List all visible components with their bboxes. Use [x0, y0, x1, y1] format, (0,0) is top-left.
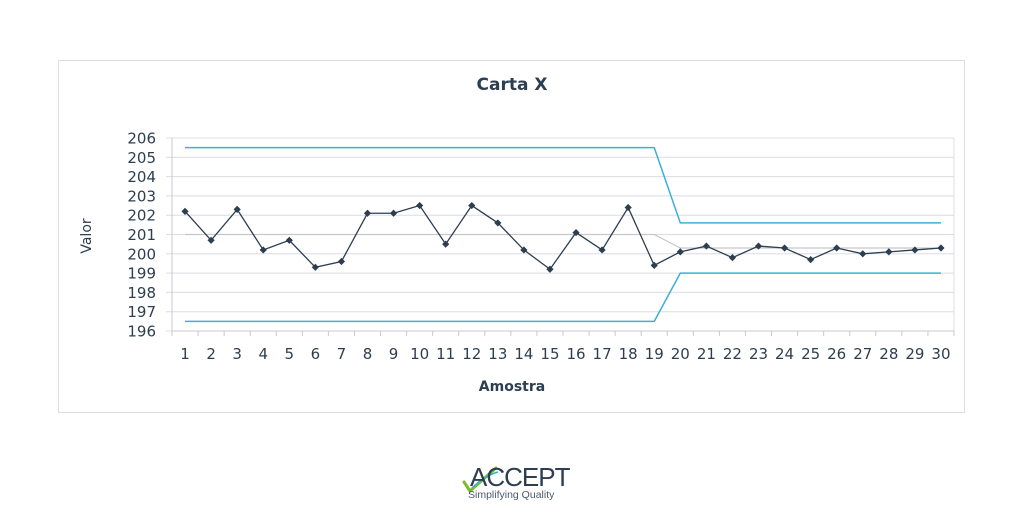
- data-point-marker: [416, 201, 424, 210]
- data-point-marker: [259, 246, 267, 254]
- x-tick-label: 14: [514, 345, 533, 363]
- y-tick-label: 202: [127, 207, 156, 225]
- data-point-marker: [468, 201, 476, 210]
- accept-logo: ACCEPT Simplifying Quality: [462, 462, 570, 502]
- series-lic: [185, 272, 941, 323]
- data-point-marker: [728, 254, 737, 262]
- data-point-marker: [311, 263, 319, 271]
- y-tick-label: 196: [127, 323, 156, 341]
- data-point-marker: [233, 205, 241, 214]
- x-tick-label: 9: [389, 345, 399, 363]
- x-tick-label: 23: [749, 345, 768, 363]
- data-point-marker: [598, 246, 606, 254]
- series-valor: [184, 204, 942, 271]
- x-tick-label: 30: [931, 345, 950, 363]
- x-tick-label: 5: [285, 345, 295, 363]
- data-point-marker: [676, 248, 684, 256]
- x-tick-label: 19: [645, 345, 664, 363]
- x-tick-label: 18: [619, 345, 638, 363]
- x-tick-label: 15: [540, 345, 559, 363]
- data-point-marker: [285, 236, 293, 244]
- y-tick-label: 206: [127, 130, 156, 148]
- data-point-marker: [181, 207, 189, 215]
- y-tick-label: 201: [127, 226, 156, 244]
- x-tick-label: 4: [258, 345, 268, 363]
- x-tick-label: 8: [363, 345, 373, 363]
- x-tick-label: 24: [775, 345, 794, 363]
- x-tick-label: 11: [436, 345, 455, 363]
- data-point-marker: [442, 240, 450, 248]
- x-tick-label: 26: [827, 345, 846, 363]
- y-tick-label: 204: [127, 168, 156, 186]
- x-axis-title: Amostra: [478, 379, 546, 395]
- data-point-marker: [833, 244, 841, 252]
- x-tick-label: 3: [232, 345, 242, 363]
- x-tick-label: 2: [206, 345, 216, 363]
- x-tick-label: 22: [723, 345, 742, 363]
- x-tick-label: 17: [593, 345, 612, 363]
- data-point-marker: [807, 255, 815, 264]
- data-point-marker: [780, 244, 789, 252]
- y-tick-label: 199: [127, 265, 156, 283]
- x-tick-label: 25: [801, 345, 820, 363]
- x-tick-label: 7: [337, 345, 347, 363]
- x-tick-label: 13: [488, 345, 507, 363]
- data-point-marker: [572, 228, 580, 237]
- data-point-marker: [207, 236, 215, 244]
- x-tick-label: 28: [879, 345, 898, 363]
- chart-title: Carta X: [476, 75, 548, 95]
- data-point-marker: [702, 242, 710, 250]
- data-point-marker: [520, 246, 528, 254]
- checkmark-swoosh-icon: [462, 466, 499, 494]
- data-point-marker: [546, 265, 554, 273]
- data-point-marker: [885, 248, 893, 256]
- x-tick-label: 16: [566, 345, 585, 363]
- x-tick-label: 12: [462, 345, 481, 363]
- x-tick-label: 21: [697, 345, 716, 363]
- y-tick-label: 200: [127, 245, 156, 263]
- logo-wordmark: ACCEPT: [470, 462, 570, 492]
- x-tick-label: 10: [410, 345, 429, 363]
- data-point-marker: [363, 209, 372, 217]
- data-point-marker: [650, 261, 658, 269]
- y-tick-label: 198: [127, 284, 156, 302]
- y-tick-label: 203: [127, 187, 156, 205]
- logo-tagline: Simplifying Quality: [468, 489, 555, 501]
- data-point-marker: [754, 242, 763, 250]
- data-point-marker: [911, 246, 919, 254]
- data-point-marker: [389, 209, 398, 217]
- y-tick-label: 197: [127, 303, 156, 321]
- data-point-marker: [624, 203, 632, 212]
- series-lc: [185, 233, 941, 249]
- x-tick-label: 1: [180, 345, 190, 363]
- series-lsc: [185, 146, 941, 224]
- x-tick-label: 27: [853, 345, 872, 363]
- data-point-marker: [937, 244, 945, 252]
- x-tick-label: 29: [905, 345, 924, 363]
- series-lines: [181, 146, 945, 323]
- y-tick-label: 205: [127, 149, 156, 167]
- data-point-marker: [337, 257, 346, 266]
- data-point-marker: [494, 219, 502, 227]
- data-point-marker: [859, 250, 867, 258]
- x-tick-label: 20: [671, 345, 690, 363]
- x-tick-label: 6: [311, 345, 321, 363]
- x-axis-ticks: 1 2 3 4 5 6 7 8 9 10 11 12 13 14 15 16 17 18 19 20 21 22 23 24 2…: [171, 331, 955, 363]
